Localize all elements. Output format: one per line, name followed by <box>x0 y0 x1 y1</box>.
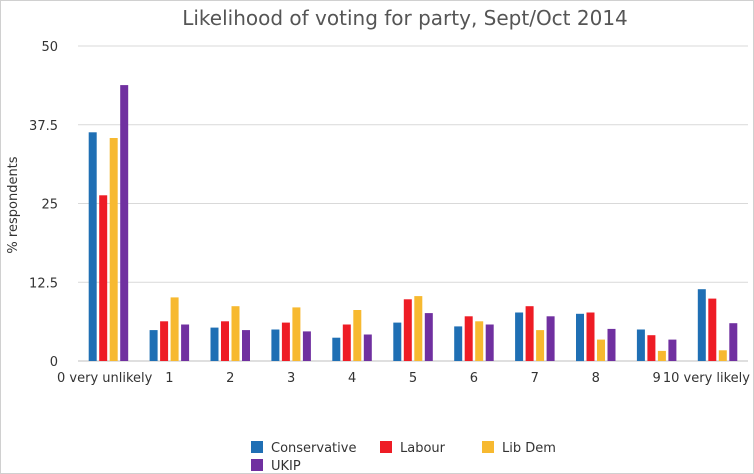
bar-lib-dem <box>718 350 727 361</box>
bars <box>88 85 738 362</box>
bar-labour <box>403 299 412 361</box>
bar-conservative <box>88 132 97 361</box>
x-tick-label: 0 very unlikely <box>57 371 153 386</box>
bar-lib-dem <box>475 321 484 361</box>
bar-labour <box>647 335 656 361</box>
bar-lib-dem <box>353 310 362 361</box>
bar-conservative <box>149 330 158 361</box>
bar-conservative <box>515 312 524 361</box>
legend-label-ukip: UKIP <box>271 459 301 474</box>
chart-title: Likelihood of voting for party, Sept/Oct… <box>182 6 628 30</box>
bar-labour <box>281 322 290 361</box>
bar-conservative <box>271 329 280 361</box>
bar-labour <box>221 321 229 361</box>
y-tick-label: 25 <box>41 198 58 213</box>
x-tick-labels: 0 very unlikely 1 2 3 4 5 6 7 8 9 10 very likely <box>57 371 750 386</box>
bar-conservative <box>697 289 706 361</box>
bar-conservative <box>210 327 219 361</box>
bar-labour <box>342 324 351 361</box>
bar-lib-dem <box>536 330 545 361</box>
bar-lib-dem <box>231 306 240 361</box>
legend-label-lib-dem: Lib Dem <box>502 441 556 456</box>
y-tick-labels: 0 12.5 25 37.5 50 <box>29 40 58 370</box>
y-tick-label: 37.5 <box>29 119 58 134</box>
bar-ukip <box>242 330 250 361</box>
bar-conservative <box>454 326 463 361</box>
bar-conservative <box>332 337 341 361</box>
x-tick-label: 2 <box>226 371 234 386</box>
bar-ukip <box>181 324 190 361</box>
y-tick-label: 50 <box>41 40 58 55</box>
y-tick-label: 0 <box>50 355 58 370</box>
legend-swatch-lib-dem <box>482 441 494 453</box>
bar-conservative <box>636 329 645 361</box>
bar-ukip <box>302 331 311 361</box>
x-tick-label: 9 <box>652 371 660 386</box>
legend: Conservative Labour Lib Dem UKIP <box>251 441 556 474</box>
bar-labour <box>586 312 595 361</box>
legend-label-conservative: Conservative <box>271 441 356 456</box>
x-tick-label: 6 <box>470 371 478 386</box>
legend-swatch-conservative <box>251 441 263 453</box>
x-tick-label: 4 <box>348 371 356 386</box>
bar-ukip <box>546 316 555 361</box>
bar-lib-dem <box>170 297 179 361</box>
bar-ukip <box>668 339 677 361</box>
legend-label-labour: Labour <box>400 441 446 456</box>
bar-ukip <box>120 85 129 361</box>
bar-ukip <box>363 334 372 361</box>
x-tick-label: 8 <box>592 371 600 386</box>
bar-ukip <box>607 328 616 361</box>
x-tick-label: 5 <box>409 371 417 386</box>
x-tick-label: 1 <box>165 371 173 386</box>
bar-labour <box>160 321 169 361</box>
bar-ukip <box>485 324 494 361</box>
legend-swatch-ukip <box>251 459 263 471</box>
bar-conservative <box>576 313 584 362</box>
bar-ukip <box>729 323 738 361</box>
bar-lib-dem <box>414 296 423 361</box>
bar-labour <box>464 316 473 361</box>
legend-swatch-labour <box>380 441 392 453</box>
y-axis-label: % respondents <box>6 156 21 253</box>
bar-labour <box>708 298 717 361</box>
y-tick-label: 12.5 <box>29 276 58 291</box>
bar-lib-dem <box>597 339 605 361</box>
bar-lib-dem <box>292 307 301 361</box>
bar-labour <box>99 195 108 361</box>
x-tick-label: 7 <box>531 371 539 386</box>
gridlines <box>78 45 748 362</box>
bar-conservative <box>393 322 402 361</box>
x-tick-label: 3 <box>287 371 295 386</box>
bar-ukip <box>424 313 433 361</box>
bar-lib-dem <box>109 138 118 361</box>
x-tick-label: 10 very likely <box>663 371 750 386</box>
bar-lib-dem <box>657 350 666 361</box>
bar-labour <box>525 306 534 361</box>
